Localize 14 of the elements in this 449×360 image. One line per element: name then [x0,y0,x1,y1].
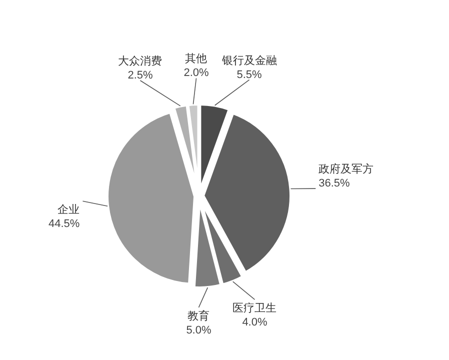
data-label: 5.5% [236,68,262,81]
data-label: 2.0% [184,67,209,80]
slice-label: 教育 [188,309,210,322]
data-label: 36.5% [318,178,350,190]
slice-label: 其他 [185,52,208,66]
slice-label: 企业 [58,203,80,216]
data-label: 4.0% [242,316,268,329]
slice-label: 银行及金融 [220,54,277,67]
data-label: 2.5% [128,69,153,82]
slice-label: 大众消费 [118,54,162,68]
data-label: 5.0% [186,324,212,336]
slice-label: 政府及军方 [318,162,374,176]
slice-label: 医疗卫生 [232,302,277,315]
data-label: 44.5% [48,218,80,230]
